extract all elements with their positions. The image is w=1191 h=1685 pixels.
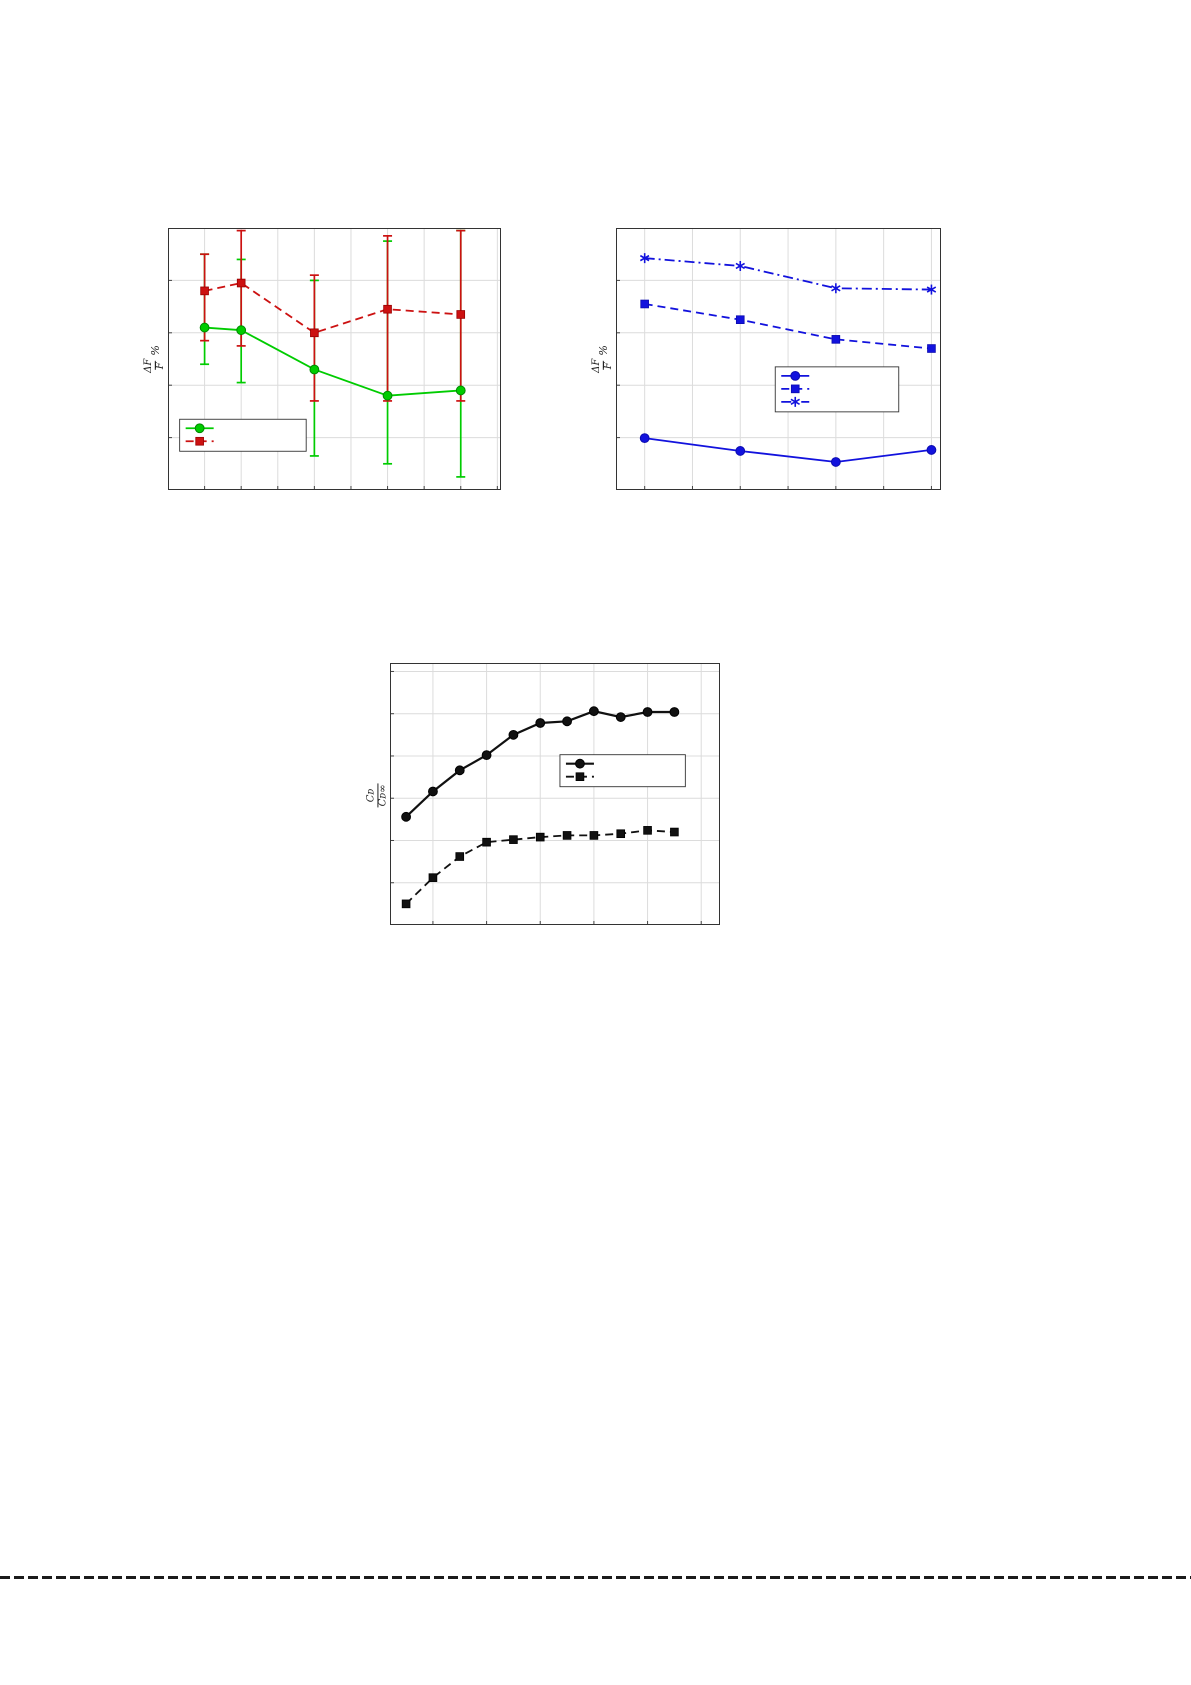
y-axis-suffix: % bbox=[148, 345, 162, 356]
flux-error-plot bbox=[168, 228, 501, 490]
series-line bbox=[204, 282, 461, 334]
legend-box bbox=[774, 366, 900, 413]
flux-error-chart: ΔF F % bbox=[142, 228, 501, 490]
y-axis-fraction: ΔF F bbox=[591, 358, 614, 373]
series-line bbox=[644, 437, 932, 463]
y-axis-label: Cᴅ Cᴅ∞ bbox=[364, 783, 390, 808]
y-axis-denominator: F bbox=[602, 361, 614, 371]
y-axis-suffix: % bbox=[596, 345, 610, 356]
y-axis-fraction: Cᴅ Cᴅ∞ bbox=[365, 783, 388, 808]
grid-lines bbox=[616, 228, 941, 490]
drag-convergence-plot bbox=[390, 663, 720, 925]
y-axis-label: ΔF F % bbox=[142, 345, 168, 373]
legend-box bbox=[559, 754, 686, 788]
axes-box bbox=[168, 228, 501, 490]
series-markers bbox=[639, 433, 937, 467]
y-axis-numerator: ΔF bbox=[143, 358, 154, 373]
y-axis-denominator: Cᴅ∞ bbox=[376, 783, 388, 808]
series-markers bbox=[200, 278, 466, 338]
flux-comparison-chart: ΔF F % bbox=[590, 228, 941, 490]
series-markers bbox=[639, 253, 937, 295]
y-axis-denominator: F bbox=[154, 361, 166, 371]
footer-dashed-line bbox=[0, 1576, 1191, 1579]
flux-comparison-plot bbox=[616, 228, 941, 490]
series-line bbox=[644, 257, 932, 291]
series-line bbox=[644, 303, 932, 350]
y-axis-label: ΔF F % bbox=[590, 345, 616, 373]
series-markers bbox=[401, 826, 679, 909]
axes-box bbox=[616, 228, 941, 490]
y-axis-fraction: ΔF F bbox=[143, 358, 166, 373]
y-axis-numerator: Cᴅ bbox=[365, 788, 376, 803]
y-axis-numerator: ΔF bbox=[591, 358, 602, 373]
grid-lines bbox=[390, 663, 720, 925]
series-markers bbox=[640, 299, 936, 353]
drag-convergence-chart: Cᴅ Cᴅ∞ bbox=[364, 663, 720, 925]
legend-box bbox=[179, 418, 307, 452]
series-markers bbox=[401, 706, 680, 822]
axes-box bbox=[390, 663, 720, 925]
series-markers bbox=[199, 322, 466, 401]
